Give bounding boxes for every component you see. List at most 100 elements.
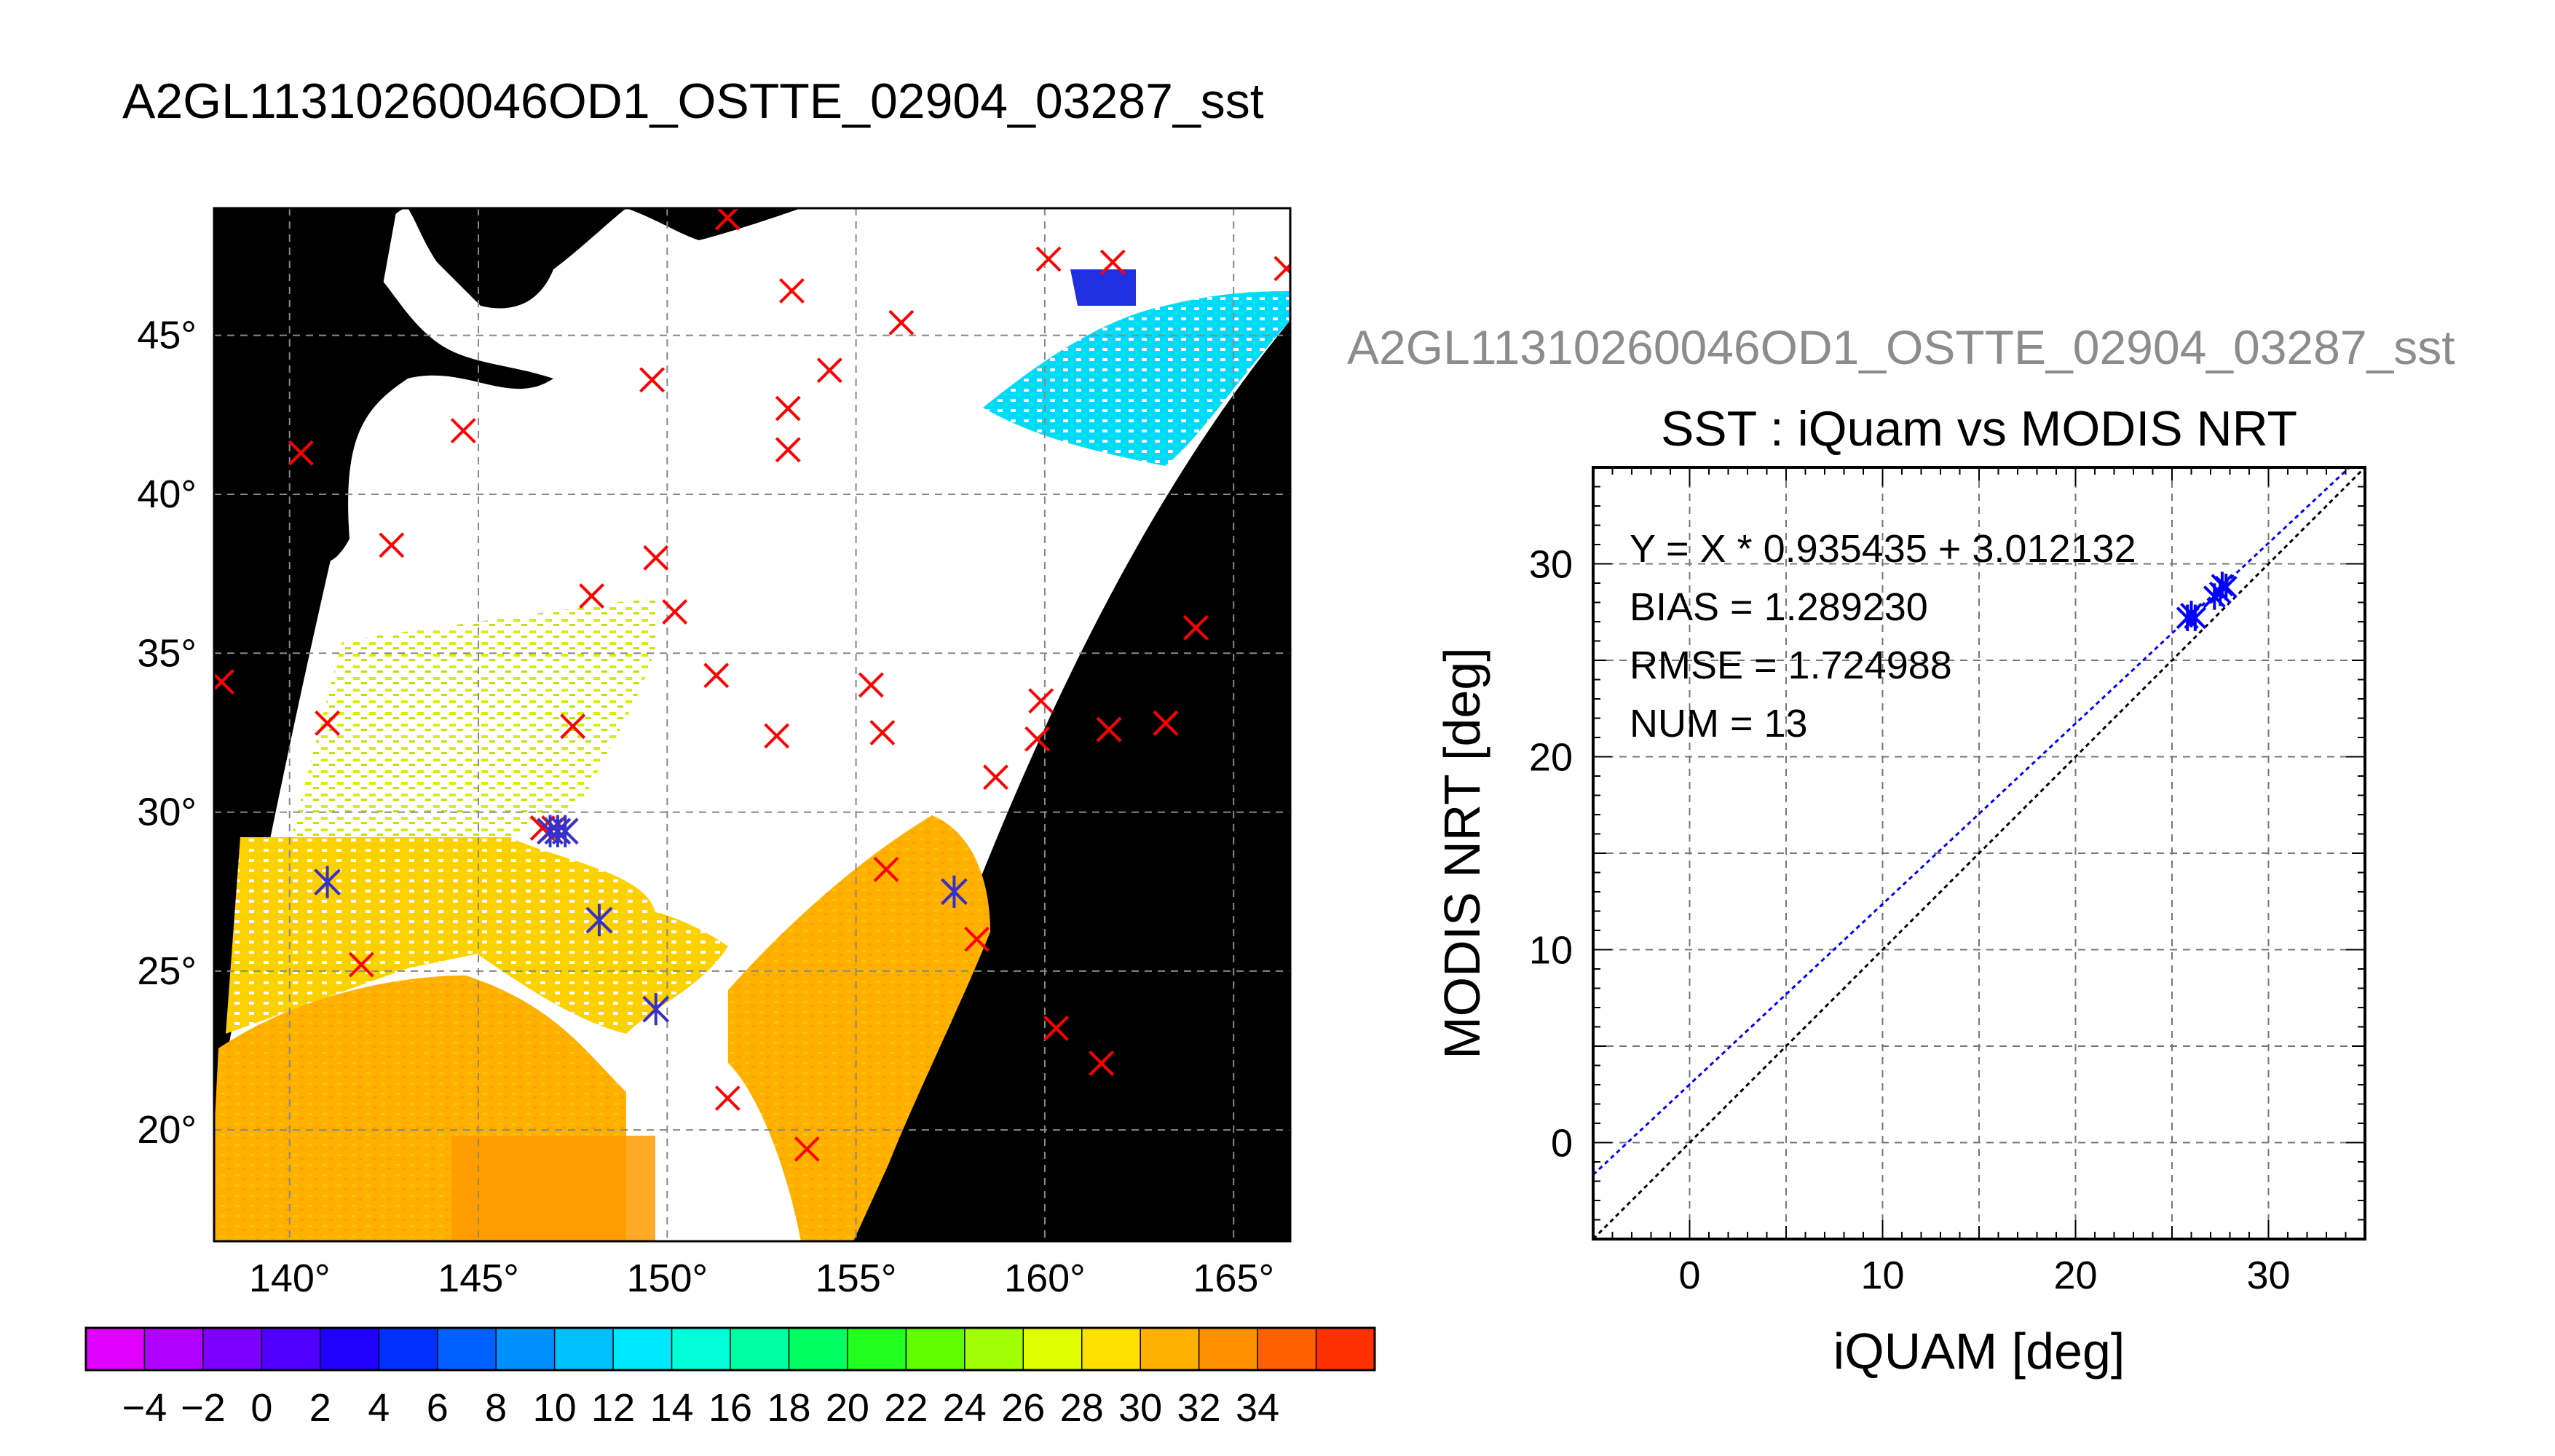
map-x-marker (1298, 289, 1321, 312)
map-x-marker (1089, 1051, 1115, 1076)
map-lat-tick-label: 30° (137, 791, 197, 834)
sst-orange-patch-se (728, 815, 990, 1241)
map-x-marker (816, 357, 842, 384)
map-x-marker (869, 720, 896, 745)
map-x-marker (888, 309, 915, 336)
colorbar-swatch (613, 1328, 673, 1370)
scatter-file-title: A2GL11310260046OD1_OSTTE_02904_03287_sst (1347, 320, 2455, 374)
colorbar-tick-label: 32 (1177, 1386, 1221, 1430)
scatter-markers (2176, 571, 2238, 631)
colorbar-tick-label: 18 (767, 1386, 810, 1430)
scatter-point (2214, 574, 2238, 601)
colorbar-swatch (730, 1328, 789, 1370)
map-x-marker (1043, 1016, 1069, 1041)
map-asterisk-marker (941, 875, 968, 908)
map-x-marker (315, 710, 340, 736)
map-lon-tick-label: 160° (1004, 1257, 1086, 1300)
scatter-x-tick-label: 30 (2246, 1254, 2290, 1297)
colorbar-tick-label: 16 (708, 1386, 752, 1430)
map-lon-tick-label: 155° (816, 1257, 897, 1300)
map-x-marker (714, 1085, 741, 1111)
scatter-x-tick-label: 10 (1860, 1254, 1904, 1297)
sst-darkorange-patch (451, 1136, 655, 1241)
colorbar-swatch (1081, 1328, 1141, 1370)
colorbar-swatch (1198, 1328, 1258, 1370)
map-plot (214, 208, 1321, 1241)
scatter-point (2184, 604, 2207, 631)
stats-rmse: RMSE = 1.724988 (1630, 644, 1952, 687)
stats-num: NUM = 13 (1630, 702, 1808, 745)
map-x-marker (1099, 249, 1126, 275)
map-asterisk-marker (585, 903, 613, 937)
map-x-marker (775, 395, 801, 422)
identity-line (1593, 467, 2365, 1239)
stats-regression: Y = X * 0.935435 + 3.012132 (1630, 527, 2136, 571)
colorbar-tick-label: −2 (181, 1386, 226, 1430)
scatter-lines (1593, 467, 2365, 1239)
map-asterisk-marker (551, 815, 579, 847)
colorbar-tick-label: −4 (122, 1386, 167, 1430)
map-x-marker (639, 367, 665, 393)
scatter-tick-marks (1593, 467, 2365, 1239)
map-x-marker (1273, 256, 1290, 282)
colorbar-tick-label: 6 (427, 1386, 449, 1430)
scatter-y-tick-label: 10 (1529, 929, 1573, 973)
colorbar-swatch (789, 1328, 848, 1370)
map-x-marker (1182, 614, 1209, 641)
map-lon-tick-label: 165° (1193, 1257, 1274, 1300)
map-x-marker (983, 764, 1008, 790)
map-x-marker (1096, 716, 1122, 743)
colorbar-tick-label: 14 (650, 1386, 694, 1430)
scatter-y-axis-label: MODIS NRT [deg] (1434, 647, 1490, 1059)
map-lat-tick-label: 40° (137, 472, 197, 516)
scatter-stats: Y = X * 0.935435 + 3.012132 BIAS = 1.289… (1630, 527, 2136, 745)
map-x-marker (214, 669, 234, 695)
colorbar-tick-label: 30 (1118, 1386, 1162, 1430)
colorbar-swatch (964, 1328, 1024, 1370)
scatter-y-tick-label: 20 (1529, 736, 1573, 780)
colorbar-tick-label: 22 (884, 1386, 928, 1430)
map-lat-tick-label: 25° (137, 949, 197, 993)
map-x-marker (1024, 726, 1050, 752)
map-lat-tick-label: 45° (137, 314, 197, 357)
map-title: A2GL11310260046OD1_OSTTE_02904_03287_sst (122, 74, 1264, 129)
stats-bias: BIAS = 1.289230 (1630, 585, 1928, 629)
map-x-marker (450, 418, 476, 444)
scatter-x-axis-label: iQUAM [deg] (1833, 1323, 2125, 1380)
colorbar-tick-label: 34 (1236, 1386, 1279, 1430)
scatter-title: SST : iQuam vs MODIS NRT (1661, 401, 2297, 456)
scatter-tick-labels: 0 10 20 30 0 10 20 30 (1529, 543, 2291, 1298)
colorbar-swatch (320, 1328, 379, 1370)
colorbar-swatch (1257, 1328, 1317, 1370)
colorbar-swatch (906, 1328, 965, 1370)
map-x-marker (643, 545, 669, 571)
colorbar (84, 1326, 1376, 1372)
colorbar-swatch (1316, 1328, 1375, 1370)
land-japan (214, 208, 553, 563)
colorbar-tick-label: 10 (533, 1386, 577, 1430)
colorbar-swatch (379, 1328, 438, 1370)
colorbar-swatch (437, 1328, 497, 1370)
map-frame (213, 207, 1292, 1243)
map-lon-tick-label: 140° (249, 1257, 331, 1300)
map-x-marker (794, 1136, 820, 1162)
colorbar-swatch (1023, 1328, 1083, 1370)
map-x-marker (1153, 710, 1179, 736)
map-x-marker (714, 208, 741, 231)
land-hokkaido (408, 208, 626, 309)
map-x-marker (662, 599, 688, 625)
colorbar-tick-label: 26 (1001, 1386, 1045, 1430)
colorbar-swatch (202, 1328, 262, 1370)
scatter-y-tick-label: 30 (1529, 543, 1573, 587)
map-x-marker (764, 723, 790, 749)
map-lon-tick-label: 150° (626, 1257, 708, 1300)
sst-navy-patch (1070, 269, 1136, 306)
map-x-marker (964, 926, 990, 952)
map-x-marker (579, 583, 605, 609)
colorbar-swatch (496, 1328, 556, 1370)
colorbar-tick-label: 2 (309, 1386, 331, 1430)
colorbar-swatch (144, 1328, 204, 1370)
map-x-marker (775, 437, 801, 463)
map-x-marker (1294, 257, 1317, 280)
colorbar-swatch (86, 1328, 145, 1370)
